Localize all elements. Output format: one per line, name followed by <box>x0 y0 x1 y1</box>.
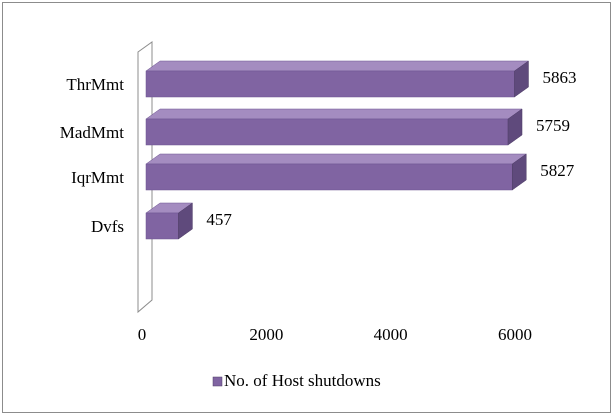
tick-label-0: 0 <box>138 325 147 344</box>
category-label-iqrmmt: IqrMmt <box>71 168 124 187</box>
tick-label-2000: 2000 <box>249 325 283 344</box>
bar-series <box>146 61 528 239</box>
bar-dvfs <box>146 203 192 239</box>
bar-top-face <box>146 154 526 164</box>
legend: No. of Host shutdowns <box>213 371 381 390</box>
bar-front-face <box>146 71 514 97</box>
legend-swatch <box>213 377 222 386</box>
category-label-thrmmt: ThrMmt <box>66 75 124 94</box>
tick-label-4000: 4000 <box>374 325 408 344</box>
category-label-dvfs: Dvfs <box>91 217 124 236</box>
bar-top-face <box>146 61 528 71</box>
bar-madmmt <box>146 109 522 145</box>
data-label-madmmt: 5759 <box>536 116 570 135</box>
data-label-thrmmt: 5863 <box>542 68 576 87</box>
data-label-dvfs: 457 <box>206 210 232 229</box>
value-axis-tick-labels: 0 2000 4000 6000 <box>138 325 532 344</box>
tick-label-6000: 6000 <box>498 325 532 344</box>
bar-front-face <box>146 119 508 145</box>
category-label-madmmt: MadMmt <box>60 123 125 142</box>
category-axis-labels: Dvfs IqrMmt MadMmt ThrMmt <box>60 75 125 236</box>
data-label-iqrmmt: 5827 <box>540 161 575 180</box>
bar-front-face <box>146 213 178 239</box>
bar-top-face <box>146 109 522 119</box>
bar-front-face <box>146 164 512 190</box>
legend-label: No. of Host shutdowns <box>224 371 381 390</box>
bar-thrmmt <box>146 61 528 97</box>
bar-iqrmmt <box>146 154 526 190</box>
